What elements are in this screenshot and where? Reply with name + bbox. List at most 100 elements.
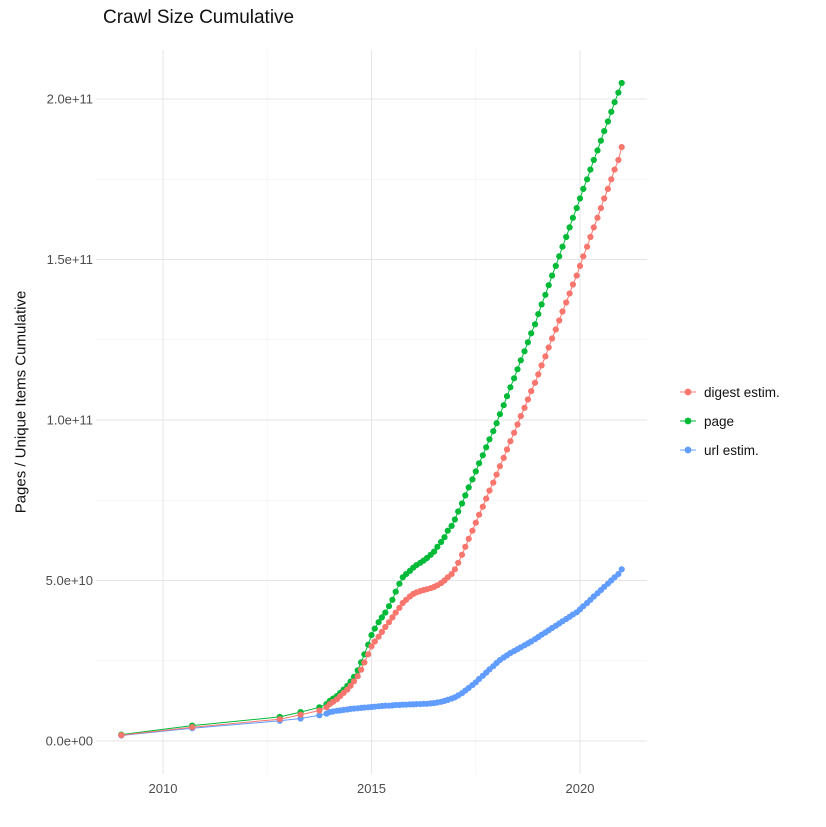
data-point bbox=[392, 609, 399, 616]
legend-item-digest-estim[interactable]: digest estim. bbox=[678, 382, 780, 402]
data-point bbox=[618, 566, 625, 573]
legend-label-digest-estim: digest estim. bbox=[704, 384, 780, 400]
data-point bbox=[476, 460, 483, 467]
data-point bbox=[434, 543, 441, 550]
data-point bbox=[378, 628, 385, 636]
data-point bbox=[514, 366, 521, 373]
data-point bbox=[316, 712, 323, 719]
data-point bbox=[385, 603, 393, 610]
data-point bbox=[510, 429, 518, 436]
data-point bbox=[469, 527, 476, 534]
data-point bbox=[573, 272, 580, 279]
data-point bbox=[587, 233, 594, 241]
data-point bbox=[371, 625, 378, 632]
data-point bbox=[524, 339, 532, 346]
data-point bbox=[316, 707, 323, 714]
data-point bbox=[566, 224, 573, 231]
data-point bbox=[538, 301, 545, 308]
data-point bbox=[444, 527, 451, 534]
data-point bbox=[347, 682, 354, 689]
data-point bbox=[531, 379, 539, 386]
data-point bbox=[615, 571, 622, 578]
data-point bbox=[576, 262, 584, 269]
data-point bbox=[538, 362, 545, 369]
data-point bbox=[500, 402, 507, 409]
data-point bbox=[451, 516, 458, 523]
data-point bbox=[608, 176, 615, 183]
data-point bbox=[580, 185, 587, 192]
x-tick-label: 2010 bbox=[149, 781, 178, 796]
data-point bbox=[580, 253, 587, 260]
legend-item-page[interactable]: page bbox=[678, 411, 780, 431]
data-point bbox=[472, 468, 479, 475]
x-tick-label: 2015 bbox=[357, 781, 386, 796]
data-point bbox=[535, 311, 542, 318]
data-point bbox=[496, 463, 503, 470]
legend-item-url-estim[interactable]: url estim. bbox=[678, 440, 780, 460]
data-point bbox=[545, 344, 552, 351]
data-point bbox=[438, 538, 445, 546]
data-point bbox=[569, 214, 577, 221]
y-tick-label: 0.0e+00 bbox=[46, 734, 93, 749]
y-tick-label: 5.0e+10 bbox=[46, 573, 93, 588]
data-point bbox=[524, 396, 532, 403]
data-point bbox=[455, 508, 462, 515]
data-point bbox=[531, 321, 539, 328]
data-point bbox=[441, 534, 448, 541]
y-tick-label: 1.5e+11 bbox=[47, 252, 93, 267]
data-point bbox=[465, 535, 472, 542]
data-point bbox=[358, 666, 365, 673]
data-point bbox=[514, 421, 521, 428]
data-point bbox=[569, 281, 577, 288]
data-point bbox=[559, 308, 566, 315]
data-point bbox=[371, 638, 378, 645]
data-point bbox=[431, 548, 438, 555]
data-point bbox=[608, 108, 615, 115]
y-tick-label: 1.0e+11 bbox=[47, 413, 93, 428]
data-point bbox=[552, 262, 559, 269]
data-point bbox=[118, 732, 125, 739]
data-point bbox=[563, 233, 570, 241]
data-point bbox=[465, 484, 472, 491]
data-point bbox=[604, 118, 612, 125]
data-point bbox=[448, 522, 455, 530]
data-point bbox=[350, 678, 358, 685]
data-point bbox=[521, 404, 528, 411]
data-point bbox=[483, 444, 490, 451]
data-point bbox=[479, 503, 486, 510]
data-point bbox=[528, 330, 535, 337]
data-point bbox=[510, 375, 518, 382]
data-point bbox=[535, 371, 542, 378]
data-point bbox=[396, 604, 403, 611]
data-point bbox=[597, 137, 605, 144]
data-point bbox=[476, 511, 483, 518]
data-point bbox=[576, 195, 584, 202]
data-point bbox=[462, 543, 469, 550]
data-point bbox=[472, 519, 479, 526]
data-point bbox=[549, 272, 556, 279]
data-point bbox=[615, 89, 622, 96]
data-point bbox=[590, 156, 597, 164]
data-point bbox=[500, 454, 507, 461]
x-tick-label: 2020 bbox=[566, 781, 595, 796]
data-point bbox=[382, 609, 389, 616]
data-point bbox=[483, 495, 490, 502]
data-point bbox=[503, 446, 511, 453]
data-point bbox=[486, 487, 493, 494]
data-point bbox=[462, 492, 469, 499]
data-point bbox=[451, 566, 458, 573]
data-point bbox=[490, 428, 497, 435]
data-point bbox=[496, 411, 503, 418]
data-point bbox=[597, 205, 605, 212]
data-point bbox=[594, 147, 601, 154]
data-point bbox=[458, 551, 466, 558]
data-point bbox=[389, 596, 396, 603]
data-point bbox=[507, 384, 514, 391]
data-point bbox=[615, 156, 622, 164]
data-point bbox=[382, 623, 389, 631]
data-point bbox=[601, 128, 608, 135]
data-point bbox=[549, 335, 556, 342]
data-point bbox=[584, 243, 591, 250]
data-point bbox=[584, 176, 591, 183]
